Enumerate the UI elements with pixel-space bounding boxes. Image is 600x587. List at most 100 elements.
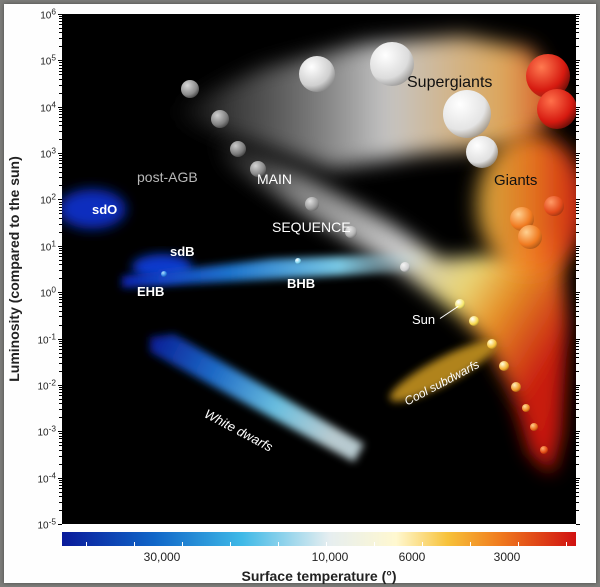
y-tick [576, 199, 580, 200]
y-minor-tick [59, 121, 62, 122]
y-minor-tick [576, 260, 579, 261]
y-minor-tick [576, 302, 579, 303]
y-minor-tick [59, 417, 62, 418]
y-minor-tick [576, 299, 579, 300]
y-minor-tick [576, 28, 579, 29]
y-minor-tick [59, 260, 62, 261]
y-minor-tick [576, 32, 579, 33]
y-minor-tick [59, 111, 62, 112]
y-minor-tick [576, 24, 579, 25]
y-tick-label: 10-2 [16, 377, 56, 392]
y-minor-tick [576, 438, 579, 439]
y-tick-label: 10-3 [16, 424, 56, 439]
y-minor-tick [59, 389, 62, 390]
y-minor-tick [59, 395, 62, 396]
temperature-color-bar [62, 532, 576, 546]
y-minor-tick [59, 218, 62, 219]
y-minor-tick [576, 93, 579, 94]
y-minor-tick [59, 363, 62, 364]
y-minor-tick [59, 204, 62, 205]
y-minor-tick [576, 158, 579, 159]
star-9 [537, 89, 576, 129]
y-minor-tick [576, 316, 579, 317]
y-minor-tick [576, 253, 579, 254]
y-minor-tick [59, 21, 62, 22]
x-tick-label: 3000 [494, 550, 521, 564]
y-minor-tick [576, 264, 579, 265]
y-minor-tick [576, 177, 579, 178]
y-minor-tick [576, 346, 579, 347]
y-tick [576, 339, 580, 340]
star-18 [487, 339, 497, 349]
y-minor-tick [576, 496, 579, 497]
y-minor-tick [59, 316, 62, 317]
y-minor-tick [59, 297, 62, 298]
y-minor-tick [59, 32, 62, 33]
y-minor-tick [576, 250, 579, 251]
y-minor-tick [576, 125, 579, 126]
y-minor-tick [576, 117, 579, 118]
y-minor-tick [576, 349, 579, 350]
y-minor-tick [59, 163, 62, 164]
y-tick [58, 14, 62, 15]
y-minor-tick [576, 482, 579, 483]
y-minor-tick [59, 353, 62, 354]
label-post-agb: post-AGB [137, 169, 198, 185]
y-minor-tick [59, 109, 62, 110]
y-minor-tick [576, 218, 579, 219]
y-minor-tick [576, 210, 579, 211]
y-minor-tick [59, 158, 62, 159]
star-21 [522, 404, 530, 412]
y-minor-tick [576, 213, 579, 214]
y-minor-tick [576, 306, 579, 307]
star-4 [299, 56, 335, 92]
y-tick-label: 102 [16, 192, 56, 207]
y-minor-tick [59, 207, 62, 208]
label-sequence: SEQUENCE [272, 219, 351, 235]
y-minor-tick [59, 155, 62, 156]
star-14 [518, 225, 542, 249]
y-minor-tick [576, 256, 579, 257]
label-supergiants: Supergiants [407, 74, 492, 92]
y-minor-tick [576, 456, 579, 457]
y-minor-tick [59, 131, 62, 132]
y-minor-tick [59, 485, 62, 486]
y-minor-tick [576, 343, 579, 344]
y-minor-tick [576, 38, 579, 39]
y-minor-tick [576, 387, 579, 388]
y-minor-tick [576, 353, 579, 354]
y-minor-tick [576, 399, 579, 400]
y-tick-label: 100 [16, 285, 56, 300]
y-minor-tick [576, 278, 579, 279]
y-minor-tick [59, 185, 62, 186]
y-minor-tick [576, 109, 579, 110]
y-tick [58, 524, 62, 525]
y-minor-tick [59, 85, 62, 86]
y-tick-label: 104 [16, 99, 56, 114]
y-minor-tick [59, 480, 62, 481]
y-minor-tick [59, 464, 62, 465]
y-minor-tick [576, 207, 579, 208]
y-minor-tick [59, 172, 62, 173]
y-tick-label: 103 [16, 145, 56, 160]
star-25 [161, 271, 167, 277]
y-minor-tick [576, 111, 579, 112]
y-minor-tick [59, 302, 62, 303]
star-22 [530, 423, 538, 431]
star-2 [230, 141, 246, 157]
y-minor-tick [59, 232, 62, 233]
y-minor-tick [59, 256, 62, 257]
y-minor-tick [576, 311, 579, 312]
y-minor-tick [576, 389, 579, 390]
y-tick [58, 107, 62, 108]
y-minor-tick [576, 79, 579, 80]
y-minor-tick [59, 210, 62, 211]
y-minor-tick [59, 482, 62, 483]
y-tick-label: 101 [16, 238, 56, 253]
y-minor-tick [59, 346, 62, 347]
y-minor-tick [576, 492, 579, 493]
y-minor-tick [59, 325, 62, 326]
y-minor-tick [59, 433, 62, 434]
y-minor-tick [576, 357, 579, 358]
y-tick-label: 10-5 [16, 516, 56, 531]
